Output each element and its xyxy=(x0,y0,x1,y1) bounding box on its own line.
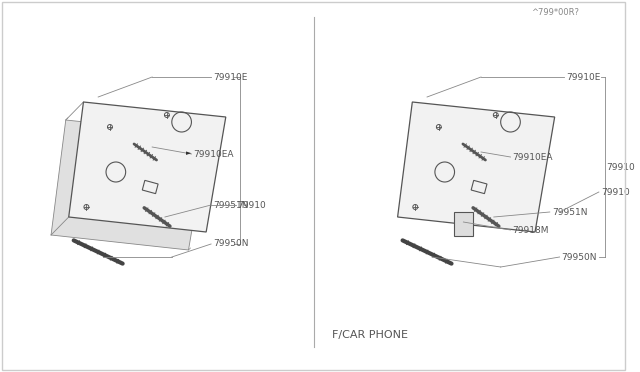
Text: 79910: 79910 xyxy=(601,187,630,196)
Text: 79951N: 79951N xyxy=(213,201,248,209)
Polygon shape xyxy=(397,102,555,232)
Text: 79910EA: 79910EA xyxy=(513,153,553,161)
Text: 79910E: 79910E xyxy=(213,73,248,81)
Text: 79910: 79910 xyxy=(607,163,636,171)
Text: ^799*00R?: ^799*00R? xyxy=(531,8,579,17)
Polygon shape xyxy=(51,120,208,250)
Text: 79910: 79910 xyxy=(237,201,266,209)
Polygon shape xyxy=(454,212,473,236)
Text: 79910E: 79910E xyxy=(566,73,601,81)
Text: ►: ► xyxy=(186,150,191,156)
Text: 79918M: 79918M xyxy=(513,225,549,234)
Bar xyxy=(471,180,487,194)
Text: 79910EA: 79910EA xyxy=(193,150,234,158)
Text: 79951N: 79951N xyxy=(552,208,588,217)
Text: 79950N: 79950N xyxy=(561,253,597,262)
Text: 79950N: 79950N xyxy=(213,240,248,248)
Polygon shape xyxy=(68,102,226,232)
Bar xyxy=(142,180,158,194)
Text: F/CAR PHONE: F/CAR PHONE xyxy=(332,330,408,340)
